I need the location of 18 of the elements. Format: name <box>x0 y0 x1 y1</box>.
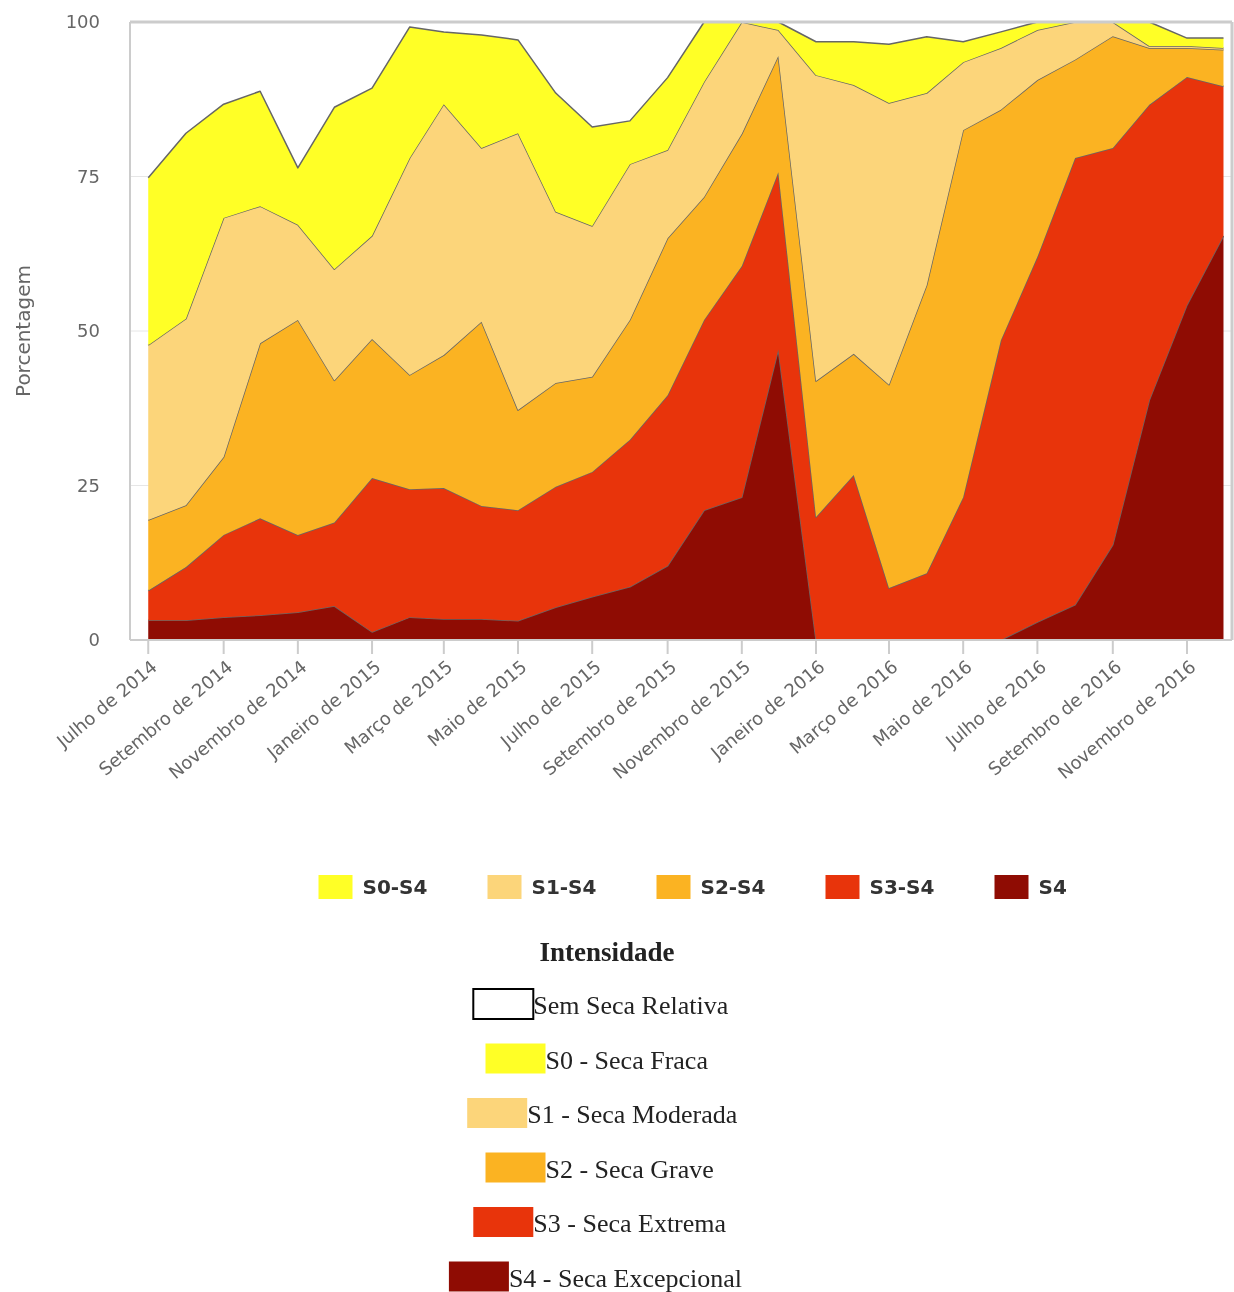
legend-label: S1-S4 <box>531 875 597 899</box>
y-tick-label: 25 <box>77 474 100 496</box>
legend-label: S3-S4 <box>869 875 935 899</box>
text: S0 - Seca Fraca <box>545 1045 709 1075</box>
legend-label: S0-S4 <box>362 875 428 899</box>
y-tick-label: 50 <box>77 320 100 342</box>
text: S4 - Seca Excepcional <box>508 1263 743 1292</box>
text: Intensidade <box>539 937 675 968</box>
text: S2 - Seca Grave <box>545 1154 714 1184</box>
text: Sem Seca Relativa <box>533 991 729 1021</box>
legend-label: S2-S4 <box>700 875 766 899</box>
y-tick-label: 100 <box>65 11 100 33</box>
y-tick-label: 75 <box>77 165 100 187</box>
text: S3 - Seca Extrema <box>533 1209 727 1239</box>
y-tick-label: 0 <box>88 629 100 651</box>
legend-label: S4 <box>1038 875 1067 899</box>
text: S1 - Seca Moderada <box>527 1100 738 1130</box>
y-axis-title: Porcentagem <box>11 265 35 397</box>
